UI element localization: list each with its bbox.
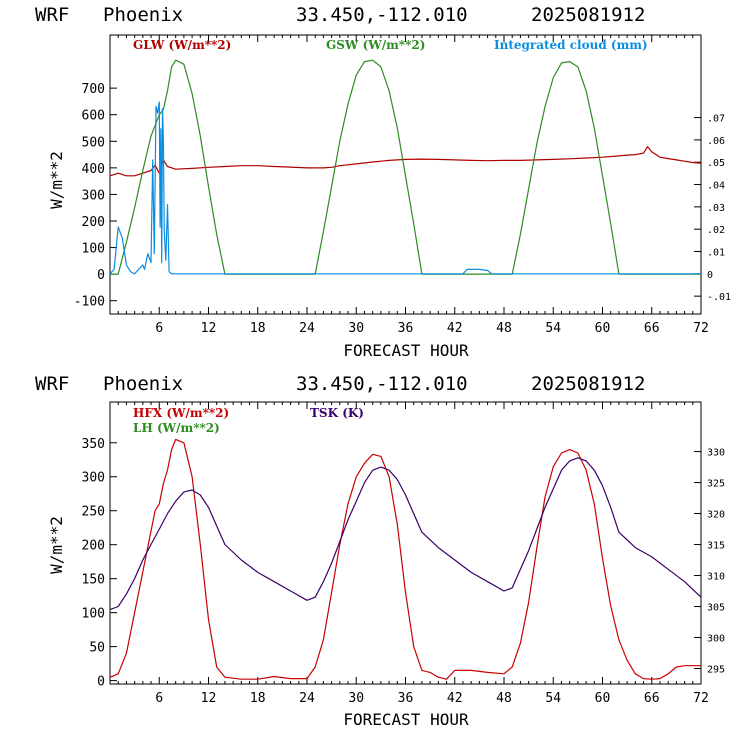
- bottom-legend-lh: LH (W/m**2): [133, 421, 220, 435]
- bottom-x-axis: 6 12 18 24 30 36 42 48 54 60 66 72: [117, 402, 709, 706]
- top-coords-label: 33.450,-112.010: [296, 4, 468, 26]
- bottom-y2-tick-label: 320: [707, 510, 725, 521]
- top-x-tick-label: 12: [201, 321, 217, 336]
- top-y-axis-title: W/m**2: [47, 151, 66, 209]
- top-y2-tick-label: .04: [707, 181, 725, 192]
- top-y2-tick-label: .05: [707, 158, 725, 169]
- bottom-y-tick-label: 250: [82, 505, 105, 520]
- bottom-coords-label: 33.450,-112.010: [296, 373, 468, 395]
- bottom-y2-tick-label: 310: [707, 572, 725, 583]
- top-y-tick-label: 700: [82, 82, 105, 97]
- top-x-axis: 6 12 18 24 30 36 42 48 54 60 66 72: [117, 35, 709, 336]
- bottom-y-axis-title: W/m**2: [47, 516, 66, 574]
- bottom-y-tick-label: 50: [89, 641, 105, 656]
- bottom-series-layer: [109, 438, 702, 680]
- bottom-model-label: WRF: [35, 373, 69, 395]
- top-y-tick-label: 100: [82, 242, 105, 257]
- bottom-y2-tick-label: 325: [707, 479, 725, 490]
- top-y-tick-label: 200: [82, 215, 105, 230]
- bottom-run-label: 2025081912: [531, 373, 645, 395]
- top-location-label: Phoenix: [103, 4, 183, 26]
- bottom-y-tick-label: 350: [82, 437, 105, 452]
- top-y2-tick-label: 0: [707, 270, 713, 281]
- top-model-label: WRF: [35, 4, 69, 26]
- bottom-legend-hfx: HFX (W/m**2): [133, 406, 229, 420]
- top-y-axis: -100 0 100 200 300 400 500 600 700: [74, 82, 117, 310]
- top-x-tick-label: 36: [398, 321, 414, 336]
- top-x-tick-label: 54: [545, 321, 561, 336]
- bottom-x-tick-label: 66: [644, 691, 660, 706]
- top-y2-tick-label: .06: [707, 136, 725, 147]
- top-y2-tick-label: .03: [707, 203, 725, 214]
- bottom-series-tsk-line: [109, 457, 702, 611]
- bottom-plot-frame: [109, 401, 702, 685]
- top-y-tick-label: 400: [82, 162, 105, 177]
- bottom-y2-tick-label: 295: [707, 665, 725, 676]
- top-x-tick-label: 18: [250, 321, 266, 336]
- top-series-glw-line: [109, 146, 702, 177]
- bottom-y-tick-label: 300: [82, 471, 105, 486]
- bottom-y2-axis: 295 300 305 310 315 320 325 330: [694, 448, 725, 676]
- top-x-tick-label: 48: [496, 321, 512, 336]
- top-x-tick-label: 24: [299, 321, 315, 336]
- bottom-x-tick-label: 30: [348, 691, 364, 706]
- bottom-legend-tsk: TSK (K): [310, 406, 364, 420]
- top-x-axis-title: FORECAST HOUR: [343, 341, 469, 360]
- bottom-y2-tick-label: 305: [707, 603, 725, 614]
- top-legend-gsw: GSW (W/m**2): [326, 38, 425, 52]
- top-y2-axis: -.01 0 .01 .02 .03 .04 .05 .06 .07: [694, 114, 731, 303]
- top-y2-tick-label: .01: [707, 248, 725, 259]
- top-y2-tick-label: -.01: [707, 292, 731, 303]
- top-x-tick-label: 66: [644, 321, 660, 336]
- bottom-y2-tick-label: 330: [707, 448, 725, 459]
- top-y-tick-label: -100: [74, 295, 105, 310]
- top-y-tick-label: 600: [82, 109, 105, 124]
- top-series-gsw-line: [110, 59, 701, 275]
- top-x-tick-label: 42: [447, 321, 463, 336]
- bottom-y2-tick-label: 315: [707, 541, 725, 552]
- bottom-x-tick-label: 54: [545, 691, 561, 706]
- top-legend-glw: GLW (W/m**2): [133, 38, 231, 52]
- bottom-y2-tick-label: 300: [707, 634, 725, 645]
- top-legend-cloud: Integrated cloud (mm): [494, 38, 648, 52]
- top-y2-tick-label: .02: [707, 225, 725, 236]
- top-y-tick-label: 0: [97, 268, 105, 283]
- bottom-y-tick-label: 0: [97, 675, 105, 690]
- top-x-tick-label: 72: [693, 321, 709, 336]
- top-y-tick-label: 300: [82, 188, 105, 203]
- top-y2-tick-label: .07: [707, 114, 725, 125]
- top-x-tick-label: 30: [348, 321, 364, 336]
- bottom-y-tick-label: 150: [82, 573, 105, 588]
- top-series-cloud-line: [109, 101, 701, 275]
- bottom-x-tick-label: 24: [299, 691, 315, 706]
- top-series-layer: [109, 59, 702, 275]
- bottom-y-tick-label: 100: [82, 607, 105, 622]
- top-x-tick-label: 60: [595, 321, 611, 336]
- bottom-y-axis: 0 50 100 150 200 250 300 350: [82, 437, 117, 690]
- bottom-panel: WRF Phoenix 33.450,-112.010 2025081912 6…: [35, 373, 725, 729]
- bottom-x-tick-label: 12: [201, 691, 217, 706]
- top-panel: WRF Phoenix 33.450,-112.010 2025081912 6…: [35, 4, 731, 360]
- top-x-tick-label: 6: [155, 321, 163, 336]
- bottom-x-tick-label: 60: [595, 691, 611, 706]
- bottom-series-hfx-line: [109, 438, 701, 680]
- bottom-x-tick-label: 42: [447, 691, 463, 706]
- bottom-x-tick-label: 36: [398, 691, 414, 706]
- top-y-tick-label: 500: [82, 135, 105, 150]
- top-run-label: 2025081912: [531, 4, 645, 26]
- bottom-x-tick-label: 6: [155, 691, 163, 706]
- bottom-y-tick-label: 200: [82, 539, 105, 554]
- bottom-location-label: Phoenix: [103, 373, 183, 395]
- bottom-x-tick-label: 72: [693, 691, 709, 706]
- bottom-x-axis-title: FORECAST HOUR: [343, 710, 469, 729]
- bottom-x-tick-label: 48: [496, 691, 512, 706]
- bottom-x-tick-label: 18: [250, 691, 266, 706]
